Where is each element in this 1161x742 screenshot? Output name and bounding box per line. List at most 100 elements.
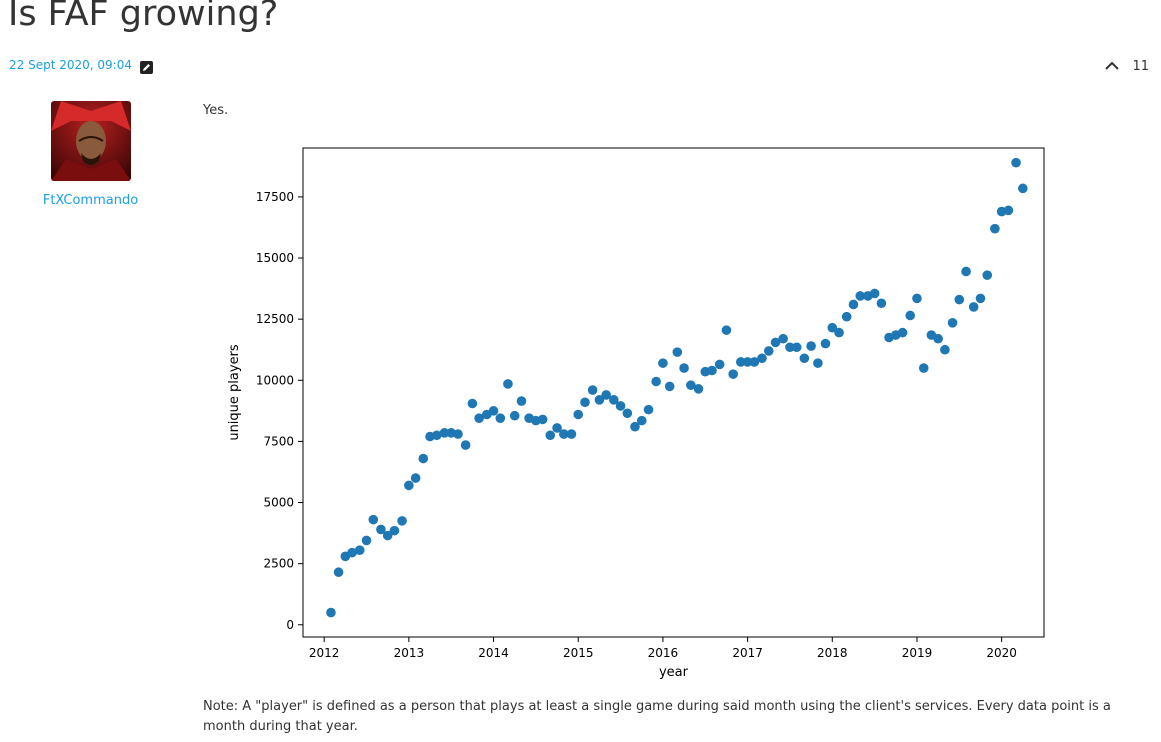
data-point [630, 421, 640, 432]
avatar[interactable] [51, 101, 131, 181]
data-point [714, 359, 725, 370]
post-meta: 22 Sept 2020, 09:04 [9, 58, 153, 74]
data-point [495, 413, 506, 423]
y-axis-label: unique players [227, 344, 242, 441]
data-point [918, 363, 929, 373]
x-tick-label: 2013 [394, 646, 425, 660]
y-tick-label: 10000 [256, 373, 294, 387]
data-point [516, 396, 527, 406]
data-point [347, 547, 357, 558]
chevron-up-icon[interactable] [1104, 58, 1120, 74]
data-point [439, 428, 450, 438]
data-point [954, 294, 965, 305]
data-point [742, 357, 753, 367]
data-point [552, 423, 562, 433]
data-point [820, 338, 831, 349]
y-tick-label: 7500 [263, 434, 294, 448]
data-point [848, 299, 859, 310]
data-point [509, 410, 520, 421]
x-tick-label: 2015 [563, 646, 594, 660]
data-point [594, 395, 605, 405]
data-point [749, 357, 760, 367]
data-point [1003, 205, 1014, 216]
data-point [770, 337, 781, 348]
data-point [636, 415, 647, 426]
data-point [728, 369, 739, 379]
data-point [721, 325, 732, 335]
y-tick-label: 0 [286, 618, 294, 632]
data-point [503, 379, 513, 389]
data-point [855, 291, 866, 301]
data-point [707, 365, 717, 376]
y-tick-label: 5000 [263, 496, 294, 510]
data-point [693, 384, 704, 394]
x-axis-label: year [659, 665, 689, 680]
data-point [947, 318, 958, 328]
data-point [326, 607, 336, 618]
x-tick-label: 2020 [986, 646, 1017, 660]
data-point [404, 480, 414, 491]
data-point [382, 530, 393, 541]
data-point [474, 413, 484, 423]
data-point [968, 302, 979, 312]
data-point [827, 322, 838, 333]
post-timestamp-link[interactable]: 22 Sept 2020, 09:04 [9, 58, 132, 72]
data-point [736, 357, 746, 367]
data-point [876, 298, 887, 309]
data-point [601, 390, 611, 400]
vote-count: 11 [1132, 58, 1149, 74]
x-tick-label: 2012 [309, 646, 340, 660]
data-point [354, 545, 365, 556]
plot-area [302, 147, 1045, 638]
data-point [897, 327, 908, 338]
y-tick-label: 12500 [256, 312, 294, 326]
data-point [785, 342, 795, 353]
data-point [397, 516, 407, 526]
data-point [608, 395, 619, 405]
data-point [841, 311, 852, 322]
vote-controls: 11 [1104, 58, 1149, 74]
x-tick-label: 2017 [732, 646, 763, 660]
data-point [658, 358, 668, 368]
data-point [559, 429, 569, 439]
data-point [368, 514, 379, 525]
data-point [672, 347, 683, 357]
data-point [940, 344, 950, 355]
data-point [615, 401, 626, 411]
data-point [869, 288, 880, 299]
x-tick-label: 2014 [478, 646, 509, 660]
y-tick-label: 2500 [263, 557, 294, 571]
data-point [651, 376, 661, 387]
data-point [933, 333, 943, 344]
data-point [488, 406, 499, 416]
page-title: Is FAF growing? [8, 0, 279, 34]
post-body-text: Yes. [203, 103, 229, 118]
x-tick-label: 2016 [648, 646, 679, 660]
x-tick-label: 2018 [817, 646, 848, 660]
data-point [664, 381, 675, 392]
data-point [834, 327, 844, 338]
data-point [418, 453, 429, 464]
data-point [587, 385, 598, 395]
y-tick-label: 15000 [256, 251, 294, 265]
data-point [778, 333, 788, 344]
data-point [460, 440, 471, 450]
data-point [961, 266, 971, 277]
data-point [573, 409, 584, 420]
edit-icon[interactable] [139, 59, 153, 74]
data-point [537, 414, 548, 425]
data-point [990, 223, 1000, 234]
data-point [580, 397, 590, 408]
data-point [813, 358, 823, 368]
data-point [905, 310, 915, 321]
data-point [679, 363, 689, 373]
data-point [912, 293, 922, 304]
y-tick-label: 17500 [256, 190, 294, 204]
data-point [622, 408, 633, 419]
data-point [1011, 157, 1021, 168]
data-point [432, 430, 442, 441]
data-point [763, 346, 774, 356]
x-tick-label: 2019 [902, 646, 933, 660]
data-point [333, 567, 344, 578]
author-username-link[interactable]: FtXCommando [42, 193, 139, 208]
